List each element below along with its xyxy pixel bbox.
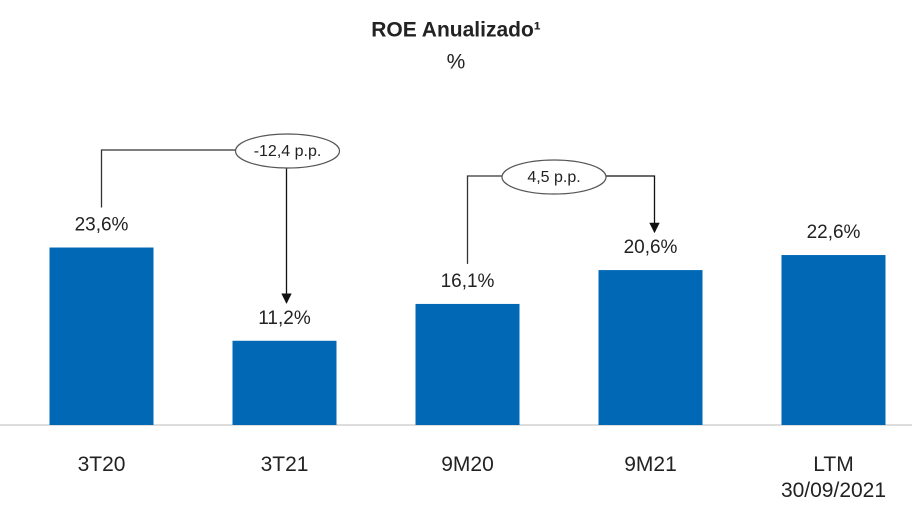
x-tick-label: 3T20 bbox=[77, 453, 126, 476]
value-label: 11,2% bbox=[258, 308, 311, 329]
bar bbox=[232, 340, 337, 425]
x-tick-label: 9M21 bbox=[624, 453, 677, 476]
connector bbox=[100, 149, 236, 208]
value-label: 22,6% bbox=[807, 222, 861, 243]
value-label: 23,6% bbox=[75, 215, 129, 236]
x-tick-label: 3T21 bbox=[260, 453, 309, 476]
connector bbox=[466, 175, 502, 264]
value-label: 16,1% bbox=[441, 271, 495, 292]
chart-subtitle: % bbox=[447, 51, 466, 74]
arrow bbox=[606, 175, 660, 234]
x-tick-label: 9M20 bbox=[441, 453, 494, 476]
bar bbox=[49, 247, 154, 425]
value-label: 20,6% bbox=[624, 237, 678, 258]
bar bbox=[415, 303, 520, 425]
annotation-bubble bbox=[501, 159, 607, 195]
bar bbox=[781, 255, 886, 425]
x-tick-label: LTM 30/09/2021 bbox=[780, 453, 887, 502]
annotation-bubble bbox=[234, 133, 341, 169]
bar bbox=[598, 270, 703, 425]
annotation: -12,4 p.p. bbox=[254, 143, 322, 160]
chart-title: ROE Anualizado¹ bbox=[371, 19, 541, 42]
annotation: 4,5 p.p. bbox=[527, 169, 580, 186]
